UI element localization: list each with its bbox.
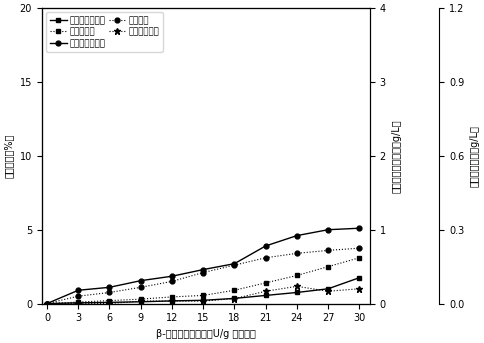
阿拉伯糖浓度 [231, 297, 237, 301]
木糖浓度 [294, 251, 300, 256]
Line: 阿拉伯糖浓度: 阿拉伯糖浓度 [44, 283, 363, 307]
阿拉伯糖浓度 [356, 287, 362, 291]
Line: 木糖浓度: 木糖浓度 [45, 246, 362, 306]
木糖浓度 [325, 248, 331, 252]
纤维素酶解得率 [106, 300, 112, 305]
木膃糖酶解得率 [138, 279, 144, 283]
木糖浓度 [263, 256, 269, 260]
木糖浓度 [200, 271, 206, 275]
葡萄糖浓度 [138, 297, 144, 301]
木膃糖酶解得率 [169, 274, 175, 278]
葡萄糖浓度 [44, 301, 50, 306]
纤维素酶解得率 [263, 293, 269, 297]
Line: 木膃糖酶解得率: 木膃糖酶解得率 [45, 226, 362, 306]
阿拉伯糖浓度 [76, 301, 81, 306]
葡萄糖浓度 [325, 264, 331, 269]
纤维素酶解得率 [200, 298, 206, 303]
阿拉伯糖浓度 [106, 301, 112, 306]
Line: 纤维素酶解得率: 纤维素酶解得率 [45, 275, 362, 306]
木糖浓度 [231, 263, 237, 267]
葡萄糖浓度 [169, 295, 175, 299]
葡萄糖浓度 [200, 293, 206, 297]
木糖浓度 [138, 285, 144, 289]
木糖浓度 [76, 294, 81, 298]
阿拉伯糖浓度 [200, 299, 206, 303]
木糖浓度 [106, 291, 112, 295]
木膃糖酶解得率 [263, 244, 269, 248]
木膃糖酶解得率 [356, 226, 362, 230]
纤维素酶解得率 [294, 291, 300, 295]
葡萄糖浓度 [231, 288, 237, 292]
阿拉伯糖浓度 [263, 289, 269, 293]
木糖浓度 [356, 246, 362, 250]
木膃糖酶解得率 [44, 301, 50, 306]
葡萄糖浓度 [356, 256, 362, 260]
木糖浓度 [169, 279, 175, 283]
木膃糖酶解得率 [76, 288, 81, 292]
纤维素酶解得率 [169, 299, 175, 303]
X-axis label: β-葡萄糖苷酶用量（U/g 纤维素）: β-葡萄糖苷酶用量（U/g 纤维素） [156, 329, 256, 339]
阿拉伯糖浓度 [138, 299, 144, 303]
纤维素酶解得率 [138, 300, 144, 304]
葡萄糖浓度 [106, 298, 112, 303]
阿拉伯糖浓度 [169, 299, 175, 303]
纤维素酶解得率 [231, 296, 237, 300]
纤维素酶解得率 [325, 287, 331, 291]
木糖浓度 [44, 301, 50, 306]
阿拉伯糖浓度 [294, 284, 300, 288]
Y-axis label: 酶解得率（%）: 酶解得率（%） [4, 134, 14, 178]
阿拉伯糖浓度 [44, 301, 50, 306]
木膃糖酶解得率 [106, 285, 112, 289]
木膃糖酶解得率 [231, 262, 237, 266]
葡萄糖浓度 [76, 300, 81, 304]
Y-axis label: 阿拉伯糖浓度（g/L）: 阿拉伯糖浓度（g/L） [470, 125, 480, 187]
纤维素酶解得率 [44, 301, 50, 306]
Line: 葡萄糖浓度: 葡萄糖浓度 [45, 255, 362, 306]
木膃糖酶解得率 [294, 234, 300, 238]
葡萄糖浓度 [263, 281, 269, 285]
木膃糖酶解得率 [200, 268, 206, 272]
Legend: 纤维素酶解得率, 葡萄糖浓度, 木膃糖酶解得率, 木糖浓度, 阿拉伯糖浓度: 纤维素酶解得率, 葡萄糖浓度, 木膃糖酶解得率, 木糖浓度, 阿拉伯糖浓度 [46, 12, 163, 51]
阿拉伯糖浓度 [325, 289, 331, 293]
纤维素酶解得率 [76, 301, 81, 305]
Y-axis label: 葡萄糖和木糖浓度（g/L）: 葡萄糖和木糖浓度（g/L） [391, 119, 401, 193]
葡萄糖浓度 [294, 273, 300, 277]
纤维素酶解得率 [356, 276, 362, 280]
木膃糖酶解得率 [325, 228, 331, 232]
